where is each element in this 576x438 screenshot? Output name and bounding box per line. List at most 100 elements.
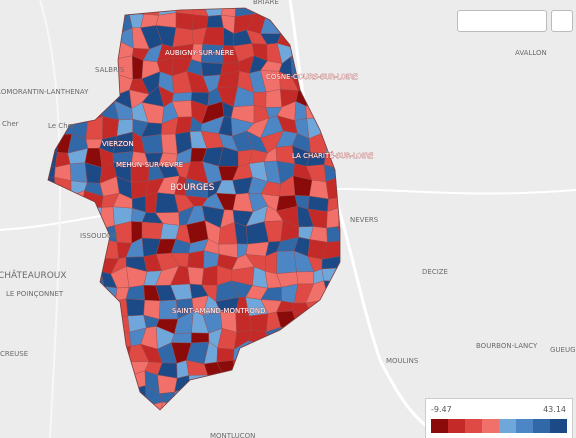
commune — [113, 404, 134, 410]
commune — [321, 315, 338, 334]
commune — [130, 385, 147, 410]
commune — [189, 385, 209, 407]
commune — [216, 347, 235, 363]
road — [39, 0, 61, 438]
commune — [54, 346, 75, 365]
commune — [337, 27, 340, 46]
legend-max: 43.14 — [543, 405, 566, 414]
commune — [248, 355, 267, 376]
commune — [321, 400, 340, 410]
place-label: ISSOUDUN — [80, 232, 117, 240]
place-label: BRIARE — [253, 0, 279, 6]
search-box[interactable] — [457, 10, 547, 32]
commune — [336, 162, 340, 185]
commune — [324, 115, 340, 133]
commune — [48, 375, 60, 390]
locate-button[interactable] — [551, 10, 573, 32]
commune — [278, 373, 298, 394]
commune — [48, 295, 52, 317]
commune — [80, 283, 105, 304]
commune — [100, 310, 119, 332]
commune — [65, 190, 85, 214]
commune — [306, 17, 326, 35]
commune — [320, 41, 340, 65]
legend: -9.47 43.14 — [425, 398, 573, 438]
commune — [48, 177, 56, 197]
commune — [100, 360, 119, 373]
commune — [80, 392, 102, 409]
commune — [69, 56, 87, 78]
commune — [321, 8, 340, 19]
commune — [292, 371, 314, 395]
commune — [327, 344, 337, 360]
commune — [208, 402, 223, 410]
commune — [339, 387, 340, 404]
commune — [69, 392, 82, 410]
commune — [96, 371, 119, 394]
commune — [99, 404, 117, 410]
commune — [175, 12, 194, 31]
commune — [339, 196, 340, 215]
commune — [322, 102, 338, 118]
commune — [141, 221, 164, 240]
commune — [321, 240, 340, 260]
place-label: COSNE-COURS-SUR-LOIRE — [266, 73, 358, 81]
commune — [53, 407, 74, 410]
commune — [322, 357, 339, 378]
commune — [96, 33, 119, 48]
commune — [306, 31, 330, 49]
commune — [278, 356, 298, 376]
commune — [248, 313, 269, 333]
commune — [337, 375, 340, 388]
commune — [172, 27, 194, 48]
commune — [325, 27, 340, 43]
commune — [66, 237, 90, 257]
commune — [335, 281, 340, 298]
commune — [72, 359, 88, 376]
commune — [307, 328, 329, 348]
road — [288, 0, 451, 438]
commune — [80, 267, 105, 287]
commune — [309, 405, 327, 410]
commune — [310, 357, 329, 379]
commune — [50, 250, 75, 269]
commune — [50, 310, 75, 332]
place-label: MOULINS — [386, 357, 419, 365]
commune — [307, 195, 329, 212]
commune — [140, 134, 164, 154]
commune — [291, 8, 313, 19]
commune — [48, 406, 56, 410]
commune — [265, 89, 283, 108]
commune — [341, 42, 355, 64]
commune — [48, 146, 58, 168]
commune — [65, 341, 88, 364]
place-label: AUBIGNY-SUR-NÈRE — [165, 48, 234, 57]
commune — [278, 326, 299, 349]
commune — [161, 133, 178, 155]
commune — [335, 8, 340, 15]
commune — [335, 311, 340, 333]
legend-swatch — [465, 419, 482, 433]
commune — [230, 406, 254, 410]
commune — [52, 56, 75, 75]
commune — [295, 328, 312, 348]
place-label: MEHUN-SUR-YÈVRE — [116, 160, 183, 169]
commune — [260, 355, 280, 376]
commune — [81, 330, 104, 343]
commune — [335, 10, 340, 31]
commune — [80, 405, 102, 410]
commune — [81, 310, 104, 334]
commune — [95, 342, 117, 364]
commune — [188, 374, 208, 390]
commune — [111, 329, 132, 350]
commune — [48, 26, 58, 48]
commune — [69, 30, 82, 50]
commune — [81, 13, 104, 34]
place-label: SAINT-AMAND-MONTROND — [172, 307, 266, 315]
commune — [69, 371, 88, 394]
commune — [71, 283, 89, 305]
commune — [224, 374, 235, 390]
commune — [191, 402, 209, 410]
commune — [54, 355, 75, 380]
commune — [246, 373, 268, 390]
